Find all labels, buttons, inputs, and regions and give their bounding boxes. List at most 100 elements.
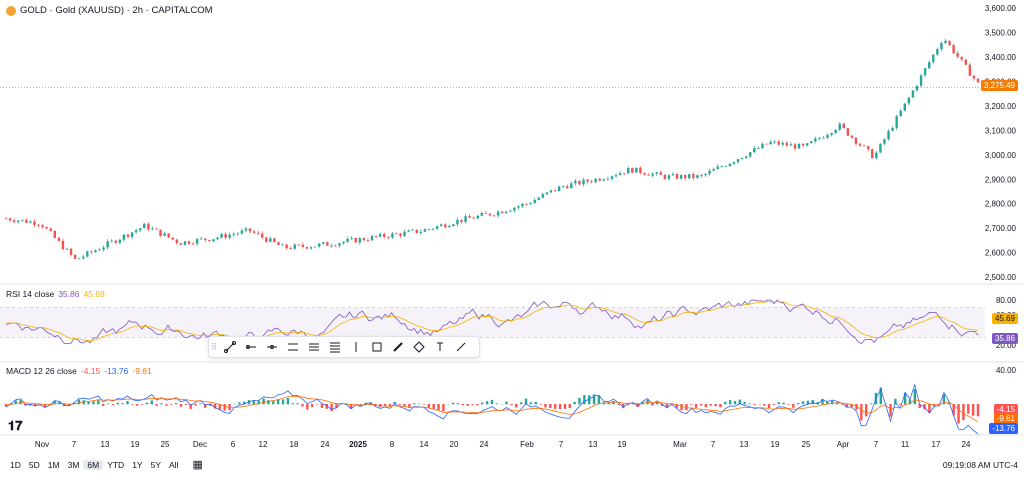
clock[interactable]: 09:19:08 AM UTC-4 — [943, 460, 1018, 470]
macd-legend[interactable]: MACD 12 26 close -4.15 -13.76 -9.61 — [6, 366, 152, 376]
candle-body — [948, 41, 950, 45]
calendar-icon[interactable]: ▦ — [192, 458, 202, 471]
x-axis-label: 13 — [589, 440, 598, 449]
candle-body — [737, 159, 739, 162]
range-1m[interactable]: 1M — [44, 460, 64, 470]
macd-histogram-bar — [185, 404, 187, 405]
macd-histogram-bar — [398, 404, 400, 405]
candle-body — [741, 158, 743, 159]
ray-icon[interactable] — [240, 338, 261, 356]
candle-body — [505, 212, 507, 213]
candle-body — [757, 148, 759, 149]
macd-histogram-bar — [530, 402, 532, 404]
x-axis-label: 17 — [932, 440, 941, 449]
candle-body — [595, 179, 597, 182]
price-axis-label: 3,200.00 — [985, 102, 1017, 111]
candle-body — [106, 241, 108, 247]
macd-histogram-bar — [262, 399, 264, 405]
candle-body — [420, 232, 422, 233]
candle-body — [570, 183, 572, 188]
macd-histogram-bar — [92, 401, 94, 404]
candle-body — [639, 168, 641, 173]
macd-histogram-bar — [792, 404, 794, 408]
candle-body — [501, 212, 503, 213]
candle-body — [33, 221, 35, 225]
candle-body — [680, 175, 682, 179]
vertical-line-icon[interactable] — [345, 338, 366, 356]
range-1d[interactable]: 1D — [6, 460, 25, 470]
candle-body — [810, 141, 812, 143]
range-all[interactable]: All — [165, 460, 182, 470]
candle-body — [773, 142, 775, 143]
candle-body — [749, 152, 751, 156]
price-axis-label: 3,400.00 — [985, 53, 1017, 62]
rsi-band — [0, 308, 985, 338]
price-axis-label: 2,500.00 — [985, 273, 1017, 282]
candle-body — [224, 234, 226, 238]
rectangle-icon[interactable] — [366, 338, 387, 356]
range-1y[interactable]: 1Y — [128, 460, 146, 470]
candle-body — [956, 53, 958, 57]
candle-body — [326, 242, 328, 245]
candle-body — [216, 238, 218, 240]
macd-histogram-bar — [573, 402, 575, 404]
candle-body — [383, 234, 385, 237]
candle-body — [355, 238, 357, 242]
drawing-toolbar[interactable]: ⠿ — [208, 336, 480, 358]
macd-histogram-bar — [321, 404, 323, 408]
macd-histogram-bar — [782, 403, 784, 405]
macd-histogram-bar — [729, 400, 731, 404]
rsi-axis-label: 80.00 — [996, 296, 1017, 305]
candle-body — [111, 241, 113, 242]
x-axis-label: Nov — [35, 440, 49, 449]
range-5y[interactable]: 5Y — [147, 460, 165, 470]
x-axis-label: 7 — [72, 440, 77, 449]
pitchfork-icon[interactable] — [303, 338, 324, 356]
fib-retracement-icon[interactable] — [324, 338, 345, 356]
candle-body — [834, 130, 836, 133]
macd-histogram-bar — [413, 403, 415, 404]
macd-histogram-bar — [423, 404, 425, 405]
candle-body — [62, 241, 64, 249]
parallel-channel-icon[interactable] — [282, 338, 303, 356]
macd-histogram-bar — [160, 403, 162, 404]
candle-body — [285, 244, 287, 248]
candle-body — [778, 142, 780, 145]
candle-body — [961, 57, 963, 60]
brush-icon[interactable] — [387, 338, 408, 356]
toolbar-grip-icon[interactable]: ⠿ — [209, 342, 219, 353]
horizontal-ray-icon[interactable] — [261, 338, 282, 356]
macd-histogram-bar — [549, 404, 551, 408]
candle-body — [371, 236, 373, 240]
range-5d[interactable]: 5D — [25, 460, 44, 470]
candle-body — [233, 234, 235, 235]
candle-body — [509, 211, 511, 212]
path-icon[interactable] — [408, 338, 429, 356]
rsi-legend[interactable]: RSI 14 close 35.86 45.69 — [6, 289, 105, 299]
candle-body — [220, 234, 222, 238]
rsi-tag-2: 45.69 — [992, 313, 1018, 324]
candle-body — [359, 238, 361, 242]
x-axis-label: 14 — [420, 440, 429, 449]
candle-body — [753, 148, 755, 152]
candle-body — [615, 175, 617, 176]
candle-body — [167, 234, 169, 238]
range-6m[interactable]: 6M — [83, 460, 103, 470]
arrow-icon[interactable] — [450, 338, 471, 356]
candle-body — [891, 128, 893, 131]
text-icon[interactable] — [429, 338, 450, 356]
candle-body — [188, 241, 190, 243]
trend-line-icon[interactable] — [219, 338, 240, 356]
x-axis-label: 12 — [259, 440, 268, 449]
macd-histogram-bar — [578, 398, 580, 404]
range-ytd[interactable]: YTD — [103, 460, 128, 470]
candle-body — [407, 230, 409, 231]
candle-body — [623, 173, 625, 174]
macd-histogram-bar — [170, 404, 172, 405]
range-3m[interactable]: 3M — [64, 460, 84, 470]
macd-histogram-bar — [719, 404, 721, 407]
x-axis-label: 20 — [450, 440, 459, 449]
candle-body — [98, 250, 100, 251]
